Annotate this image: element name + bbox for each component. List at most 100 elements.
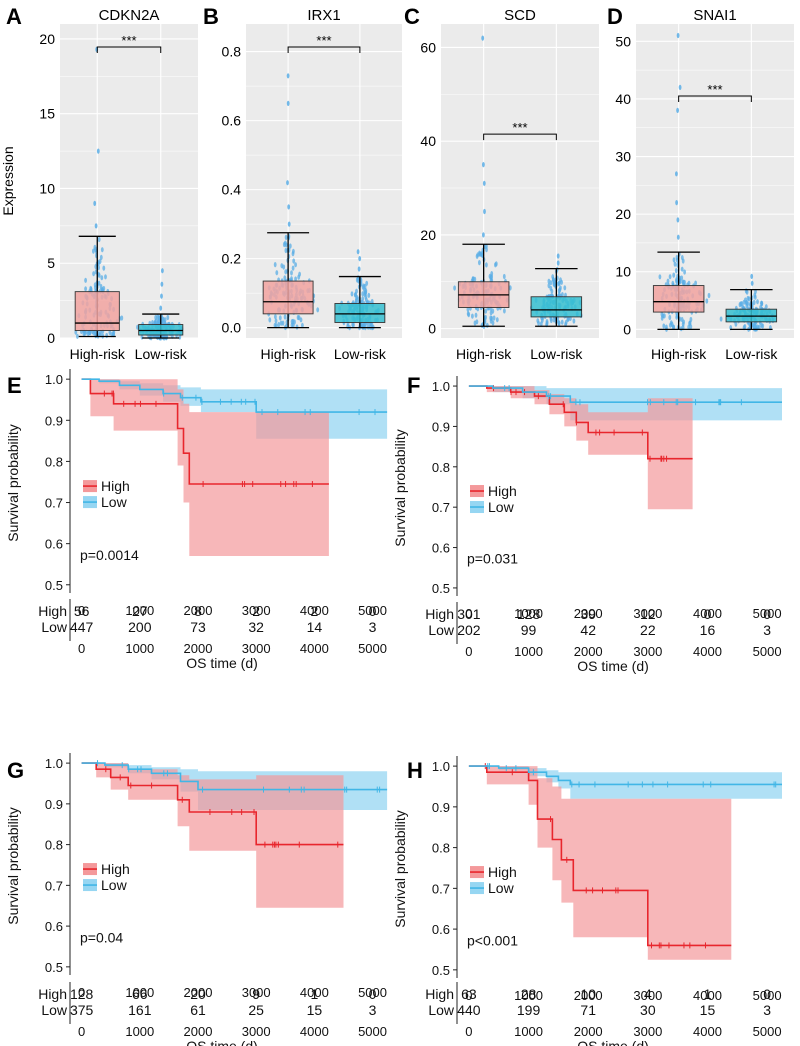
data-point-b	[294, 262, 297, 268]
risk-table-cell-h: 30	[640, 1002, 656, 1018]
risk-table-cell-g: 161	[128, 1002, 152, 1018]
data-point-b	[291, 322, 295, 328]
data-point-a	[93, 244, 97, 250]
x-tick-label-g: 0	[78, 985, 85, 1000]
data-point-c	[559, 277, 562, 283]
data-point-a	[100, 247, 104, 253]
x-tick-label-b: High-risk	[261, 346, 317, 362]
box-panel-b: B IRX1 0.0 0.2 0.4 0.6 0.8 High-risk Low-risk ***	[203, 4, 402, 362]
outlier-point-b	[358, 256, 362, 262]
risk-table-row-label-h: Low	[428, 1002, 455, 1018]
x-tick-label-e: 0	[78, 603, 85, 618]
y-tick-label-h: 0.9	[432, 800, 450, 815]
risk-table-row-label-g: Low	[41, 1002, 68, 1018]
x-tick-label-h: 1000	[514, 988, 543, 1003]
risk-table-cell-h: 28	[521, 986, 537, 1002]
x-tick-label-c: High-risk	[456, 346, 512, 362]
y-tick-label-h: 0.8	[432, 841, 450, 856]
x-tick-label-e: 3000	[242, 603, 271, 618]
y-tick-label-g: 0.9	[45, 797, 63, 812]
survival-curve-low-g	[81, 762, 388, 791]
significance-label-d: ***	[707, 82, 722, 97]
risk-table-cell-f: 12	[640, 606, 656, 622]
data-point-c	[478, 260, 481, 266]
data-point-c	[471, 313, 474, 319]
x-tick-label-b: Low-risk	[334, 346, 387, 362]
y-tick-label-a: 5	[47, 255, 55, 271]
panel-letter-d: D	[607, 4, 623, 29]
risk-table-cell-h: 440	[457, 1002, 481, 1018]
risk-table-cell-f: 22	[640, 622, 656, 638]
risk-table-cell-e: 447	[70, 619, 94, 635]
significance-bracket-b	[287, 46, 361, 53]
x-tick-label-d: Low-risk	[725, 346, 778, 362]
x-tick-label-g: 3000	[242, 985, 271, 1000]
data-point-a	[89, 286, 93, 292]
data-point-d	[760, 301, 764, 307]
outlier-point-d	[750, 273, 754, 279]
box-a	[74, 291, 120, 331]
data-point-a	[104, 274, 107, 280]
data-point-b	[284, 234, 288, 240]
x-tick-label-g: 2000	[184, 985, 213, 1000]
data-point-c	[494, 261, 498, 267]
risk-table-x-tick-e: 1000	[125, 641, 154, 656]
data-point-b	[284, 269, 288, 275]
risk-table-x-tick-h: 3000	[633, 1024, 662, 1039]
data-point-b	[274, 318, 278, 324]
legend-label-high-h: High	[488, 864, 517, 880]
data-point-d	[662, 323, 666, 329]
data-point-d	[675, 254, 679, 261]
data-point-b	[268, 317, 272, 323]
risk-table-x-tick-h: 2000	[574, 1024, 603, 1039]
y-tick-label-f: 0.6	[432, 541, 450, 556]
outlier-point-a	[161, 268, 164, 274]
data-point-a	[92, 248, 95, 254]
y-tick-label-f: 0.5	[432, 581, 450, 596]
p-value-g: p=0.04	[80, 929, 123, 945]
y-tick-label-e: 1.0	[45, 372, 63, 387]
risk-table-x-tick-f: 2000	[574, 644, 603, 659]
data-point-c	[563, 285, 567, 291]
risk-table-x-tick-f: 5000	[753, 644, 782, 659]
data-point-d	[680, 255, 684, 261]
significance-bracket-a	[96, 46, 162, 53]
risk-table-cell-e: 8	[194, 603, 202, 619]
data-point-b	[283, 314, 287, 320]
y-tick-label-h: 1.0	[432, 759, 450, 774]
outlier-point-c	[482, 162, 485, 168]
risk-table-x-tick-h: 1000	[514, 1024, 543, 1039]
risk-table-x-tick-e: 4000	[300, 641, 329, 656]
y-tick-label-e: 0.5	[45, 578, 63, 593]
km-panel-f: F 0.5 0.6 0.7 0.8 0.9 1.0 Survival probability 0…	[392, 373, 782, 674]
risk-table-cell-e: 32	[248, 619, 264, 635]
data-point-c	[467, 312, 471, 318]
y-tick-label-g: 0.6	[45, 919, 63, 934]
y-axis-label-g: Survival probability	[5, 807, 21, 925]
data-point-a	[86, 331, 90, 337]
box-panel-a: A CDKN2A 0 5 10 15 20 Expression High-risk Low-ri…	[0, 4, 198, 362]
survival-curve-high-e	[81, 378, 329, 485]
data-point-b	[282, 264, 286, 270]
x-tick-label-h: 2000	[574, 988, 603, 1003]
outlier-point-a	[94, 223, 98, 229]
data-point-b	[277, 321, 281, 328]
data-point-d	[707, 292, 711, 299]
y-tick-label-d: 30	[615, 149, 631, 165]
plot-background-a	[60, 24, 198, 338]
data-point-d	[680, 266, 684, 272]
data-point-c	[491, 320, 495, 326]
risk-table-cell-f: 301	[457, 606, 481, 622]
risk-table-cell-g: 0	[369, 986, 377, 1002]
data-point-a	[76, 333, 79, 339]
panel-title-b: IRX1	[307, 7, 340, 24]
risk-table-cell-f: 128	[517, 606, 541, 622]
significance-bracket-c	[483, 133, 557, 141]
risk-table-x-tick-f: 1000	[514, 644, 543, 659]
risk-table-cell-h: 10	[580, 986, 596, 1002]
x-tick-label-e: 5000	[358, 603, 387, 618]
data-point-a	[151, 320, 154, 326]
data-point-d	[680, 316, 684, 323]
data-point-c	[453, 285, 456, 291]
